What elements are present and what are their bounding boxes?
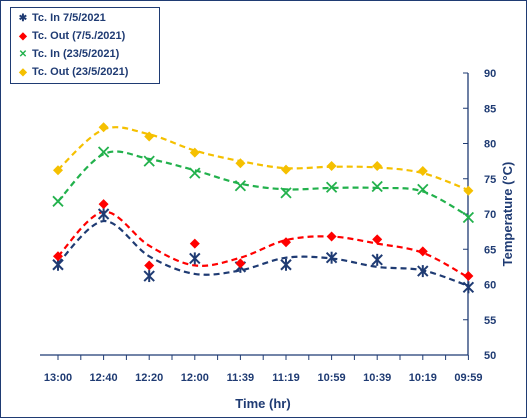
x-tick-label: 12:00 [181, 372, 209, 384]
marker-stroke [417, 183, 429, 195]
data-point-diamond [417, 165, 428, 176]
legend-item-tc-in-7-5: ✱ Tc. In 7/5/2021 [11, 9, 159, 27]
data-point-x [234, 180, 247, 192]
data-point-asterisk [280, 258, 292, 271]
data-point-x [189, 167, 201, 179]
asterisk-marker-icon: ✱ [18, 12, 28, 24]
y-tick-label: 60 [484, 280, 496, 292]
marker-stroke [52, 195, 64, 207]
data-point-diamond [53, 165, 63, 176]
y-tick-label: 50 [484, 350, 496, 362]
x-tick-label: 10:59 [318, 372, 346, 384]
data-point-diamond [189, 147, 200, 158]
x-tick-label: 13:00 [44, 372, 72, 384]
data-point-diamond [235, 158, 246, 169]
marker-stroke [234, 180, 247, 192]
data-point-diamond [281, 237, 291, 248]
y-tick-label: 65 [484, 244, 496, 256]
data-point-diamond [98, 122, 109, 133]
marker-stroke [189, 167, 201, 179]
y-tick-label: 70 [484, 209, 496, 221]
x-tick-label: 11:19 [272, 372, 300, 384]
marker-stroke [280, 187, 292, 199]
x-axis-title: Time (hr) [235, 396, 290, 411]
data-point-diamond [235, 258, 246, 269]
data-point-x [280, 187, 292, 199]
y-axis-title: Temperature (°C) [500, 162, 515, 267]
legend: ✱ Tc. In 7/5/2021 ◆ Tc. Out (7/5./2021) … [10, 7, 160, 84]
data-point-x [462, 211, 475, 224]
legend-label: Tc. Out (23/5/2021) [32, 66, 129, 78]
data-point-diamond [372, 161, 383, 172]
x-tick-label: 12:20 [135, 372, 163, 384]
trend-line-series-3 [57, 150, 469, 218]
y-tick-label: 75 [484, 174, 496, 186]
trend-line-series-4 [57, 126, 469, 192]
legend-item-tc-out-7-5: ◆ Tc. Out (7/5./2021) [11, 27, 159, 45]
data-point-x [143, 155, 155, 167]
x-tick-label: 09:59 [454, 372, 482, 384]
y-tick-label: 55 [484, 315, 496, 327]
legend-item-tc-out-23-5: ◆ Tc. Out (23/5/2021) [11, 63, 159, 81]
legend-label: Tc. In (23/5/2021) [32, 48, 120, 60]
data-point-asterisk [143, 270, 155, 283]
data-point-asterisk [97, 208, 110, 220]
data-point-asterisk [371, 253, 383, 266]
data-point-asterisk [325, 251, 338, 264]
trend-line-series-2 [57, 210, 469, 279]
data-point-x [97, 146, 110, 158]
x-tick-label: 12:40 [90, 372, 118, 384]
data-point-x [371, 180, 383, 193]
y-tick-label: 80 [484, 139, 496, 151]
x-marker-icon: ✕ [18, 48, 28, 60]
data-point-x [52, 195, 64, 207]
x-tick-label: 11:39 [227, 372, 255, 384]
data-point-x [417, 183, 429, 195]
marker-stroke [371, 180, 383, 193]
data-point-asterisk [417, 265, 429, 278]
data-point-diamond [144, 260, 155, 271]
x-tick-label: 10:39 [363, 372, 391, 384]
data-point-diamond [326, 161, 337, 172]
data-point-diamond [417, 246, 428, 257]
data-point-x [325, 181, 338, 193]
data-point-diamond [53, 251, 63, 262]
trend-line-series-1 [57, 219, 469, 287]
data-point-diamond [326, 231, 337, 242]
legend-label: Tc. In 7/5/2021 [32, 12, 106, 24]
y-tick-label: 85 [484, 103, 496, 115]
data-point-diamond [463, 271, 474, 282]
marker-stroke [97, 146, 110, 158]
legend-item-tc-in-23-5: ✕ Tc. In (23/5/2021) [11, 45, 159, 63]
marker-stroke [143, 155, 155, 167]
data-point-asterisk [189, 252, 201, 265]
data-point-diamond [98, 199, 109, 210]
data-point-diamond [189, 238, 200, 249]
marker-stroke [325, 181, 338, 193]
legend-label: Tc. Out (7/5./2021) [32, 30, 126, 42]
data-point-diamond [372, 234, 383, 245]
data-point-diamond [281, 164, 291, 175]
marker-stroke [462, 211, 475, 224]
x-tick-label: 10:19 [409, 372, 437, 384]
data-point-asterisk [462, 281, 475, 294]
data-point-diamond [144, 131, 155, 142]
y-tick-label: 90 [484, 68, 496, 80]
diamond-marker-icon: ◆ [19, 30, 27, 42]
diamond-marker-icon: ◆ [19, 66, 27, 78]
data-point-diamond [463, 185, 474, 196]
